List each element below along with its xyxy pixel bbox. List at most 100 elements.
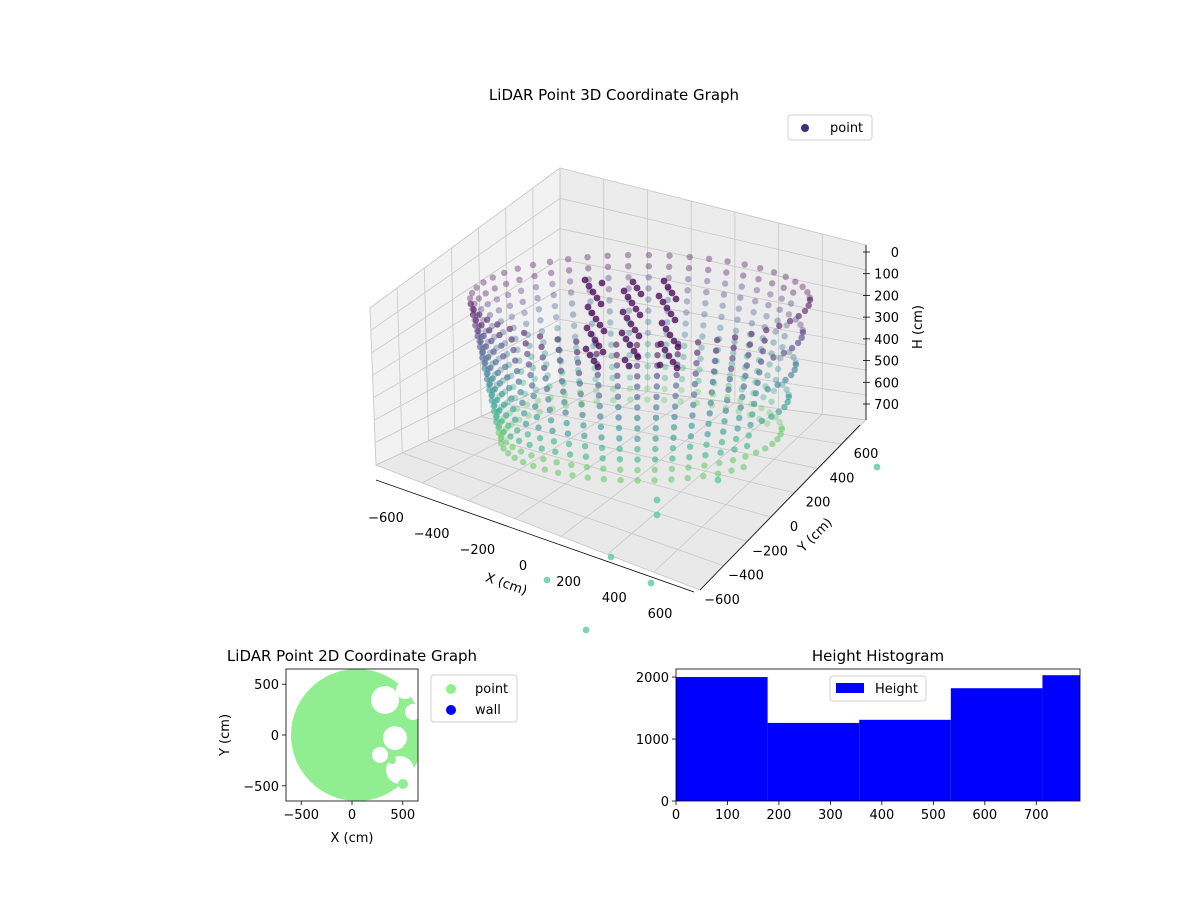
plot3d-point (714, 336, 721, 344)
plot3d-point (705, 420, 712, 427)
plot3d-point (600, 465, 607, 472)
plot3d-point (482, 327, 489, 335)
plot3d-y-tick-label: 600 (854, 447, 879, 462)
plot3d-point (698, 344, 705, 351)
plot3d-point (573, 355, 581, 363)
plot2d-legend-marker-point (446, 684, 456, 694)
plot3d-point (495, 424, 502, 431)
histogram-bar (676, 677, 768, 801)
plot3d-point (727, 371, 734, 379)
plot3d-point (645, 274, 652, 281)
plot3d-point (482, 354, 490, 362)
plot3d-point (581, 443, 589, 450)
plot3d-point (738, 283, 745, 290)
plot3d-point (626, 341, 634, 349)
histogram-x-tick-label: 600 (972, 808, 997, 823)
plot3d-point (756, 415, 763, 423)
plot3d-point (481, 365, 488, 372)
plot3d-legend-marker (801, 124, 809, 132)
plot3d-point (661, 346, 669, 354)
plot3d-point (668, 476, 675, 483)
plot3d-point (665, 352, 673, 360)
plot3d-point (533, 413, 541, 421)
plot3d-point (477, 338, 484, 345)
plot3d-point (494, 408, 501, 416)
plot3d-point (605, 286, 613, 293)
plot3d-point (566, 278, 574, 285)
plot2d-points (291, 669, 418, 801)
plot3d-point (488, 392, 495, 399)
plot3d-point (537, 317, 544, 324)
plot3d-point (715, 335, 723, 343)
plot3d-point (634, 466, 641, 474)
plot3d-point (704, 277, 711, 285)
plot3d-point (616, 435, 623, 442)
plot3d-point (534, 294, 541, 302)
plot3d-point (782, 376, 789, 384)
plot3d-point (574, 366, 582, 374)
plot3d-point (668, 465, 676, 473)
plot3d-point (644, 396, 651, 403)
plot3d-point (749, 411, 756, 418)
plot3d-point (517, 389, 524, 396)
plot3d-point (563, 419, 570, 427)
plot2d-ticks: −500 0 500 500 0 −500 (243, 678, 415, 823)
plot3d-point (731, 338, 738, 345)
plot2d-x-tick-label: 0 (348, 808, 356, 823)
plot3d-point (670, 337, 678, 345)
plot3d-point (510, 324, 517, 331)
plot3d-point (538, 328, 546, 335)
plot3d-point (804, 289, 811, 296)
plot3d-point (750, 389, 757, 397)
plot3d-x-tick-label: −400 (414, 527, 450, 542)
plot3d-point (536, 333, 544, 340)
plot3d-point (625, 263, 632, 270)
plot3d-point (505, 361, 513, 369)
plot3d-point (556, 357, 564, 364)
plot3d-point (536, 434, 544, 442)
plot3d-point (486, 381, 493, 388)
plot3d-point (742, 364, 749, 371)
plot3d-point (776, 322, 783, 329)
plot3d-point (737, 404, 744, 411)
plot3d-point (784, 398, 791, 406)
plot3d-point (713, 357, 720, 365)
plot3d-point (592, 315, 600, 323)
plot3d-point (568, 461, 575, 469)
plot3d-point (487, 364, 494, 372)
plot3d-point (754, 367, 761, 375)
plot3d-point (767, 291, 774, 298)
plot3d-point (487, 376, 494, 383)
plot3d-point (772, 376, 780, 384)
plot3d-point (682, 320, 689, 327)
plot3d-point (626, 385, 634, 392)
plot3d-point (806, 294, 813, 301)
plot3d-point (626, 351, 633, 359)
histogram-x-tick-label: 100 (715, 808, 740, 823)
plot3d-point (672, 392, 679, 400)
plot3d-point (508, 421, 515, 428)
plot3d-point (630, 347, 638, 355)
plot3d-point (745, 342, 752, 349)
plot3d-point (469, 311, 477, 318)
plot3d-point (489, 375, 496, 382)
plot3d-point (734, 425, 741, 432)
plot3d-point (694, 339, 702, 346)
plot3d-point (709, 391, 717, 398)
plot3d-x-tick-label: 400 (602, 591, 627, 606)
plot3d-point (553, 459, 560, 466)
plot3d-point (514, 265, 521, 272)
plot3d-point (487, 349, 494, 356)
plot3d-point (654, 352, 661, 359)
plot3d-point (608, 352, 615, 359)
plot3d-point (631, 326, 639, 334)
plot3d-point (721, 280, 729, 287)
plot3d-point (669, 445, 677, 452)
plot3d-point (554, 325, 561, 332)
plot3d-point (620, 287, 628, 295)
plot3d-point (496, 393, 503, 400)
plot3d-point (581, 276, 589, 284)
plot3d-point (466, 295, 474, 302)
plot3d-point (614, 383, 621, 390)
plot3d-point (500, 445, 507, 452)
